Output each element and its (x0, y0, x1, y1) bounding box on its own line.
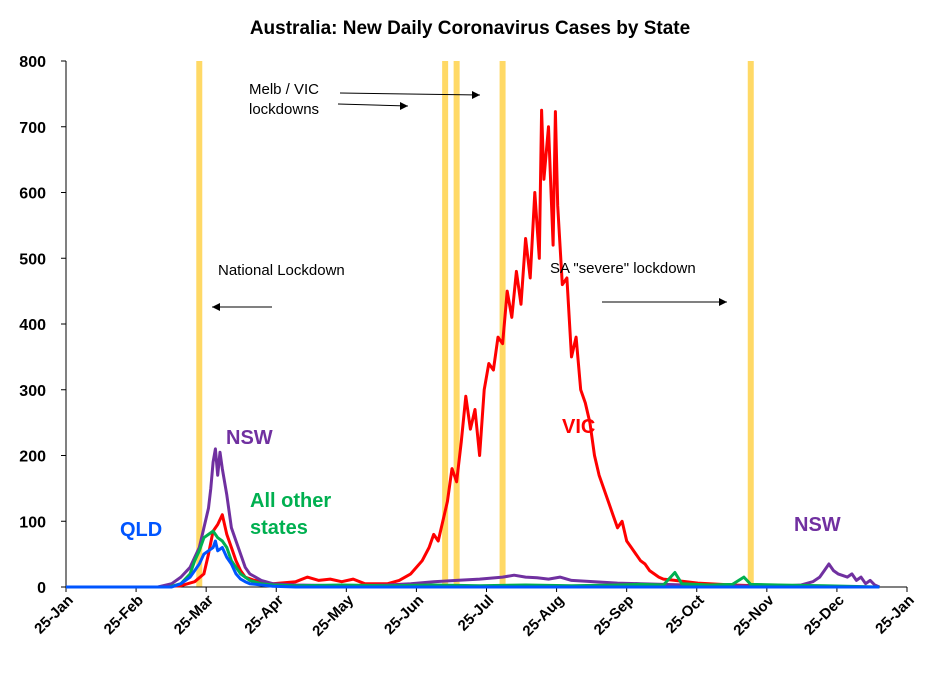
y-tick-label: 200 (19, 449, 46, 466)
series-line-qld (66, 539, 880, 589)
series-label-other-line2: states (250, 517, 308, 539)
series-labels: VIC NSW NSW QLD All other states (120, 416, 841, 541)
lockdown-band-2 (442, 61, 449, 587)
series-label-other-line1: All other (250, 490, 331, 512)
lockdown-band-4 (499, 61, 506, 587)
lockdown-band-3 (453, 61, 460, 587)
chart-title: Australia: New Daily Coronavirus Cases b… (250, 18, 690, 39)
arrow-sa-head (719, 298, 727, 306)
annotation-national-lockdown: National Lockdown (218, 262, 345, 279)
series-line-nsw (66, 447, 880, 589)
lockdown-band-1 (196, 61, 203, 587)
annotation-melb-vic-line1: Melb / VIC (249, 81, 319, 98)
arrow-melb-1-shaft (339, 92, 481, 96)
series-label-nsw: NSW (226, 427, 273, 449)
y-tick-label: 600 (19, 186, 46, 203)
arrow-national-head (212, 303, 220, 311)
lockdown-band-5 (747, 61, 754, 587)
y-tick-label: 500 (19, 251, 46, 268)
y-tick-label: 0 (37, 580, 46, 597)
annotations: Melb / VIC lockdowns National Lockdown SA "… (212, 81, 727, 311)
series-label-vic: VIC (562, 416, 595, 438)
arrow-melb-2-shaft (337, 103, 409, 107)
annotation-melb-vic-line2: lockdowns (249, 101, 319, 118)
series-label-nsw-dec: NSW (794, 514, 841, 536)
y-tick-label: 100 (19, 514, 46, 531)
y-tick-label: 400 (19, 317, 46, 334)
y-tick-label: 700 (19, 120, 46, 137)
series-label-qld: QLD (120, 519, 162, 541)
annotation-sa-lockdown: SA "severe" lockdown (550, 260, 696, 277)
y-tick-label: 800 (19, 54, 46, 71)
arrow-melb-2-head (400, 102, 408, 110)
y-tick-label: 300 (19, 383, 46, 400)
lockdown-bands (196, 61, 754, 587)
series-lines (66, 108, 880, 589)
arrow-melb-1-head (472, 91, 480, 99)
